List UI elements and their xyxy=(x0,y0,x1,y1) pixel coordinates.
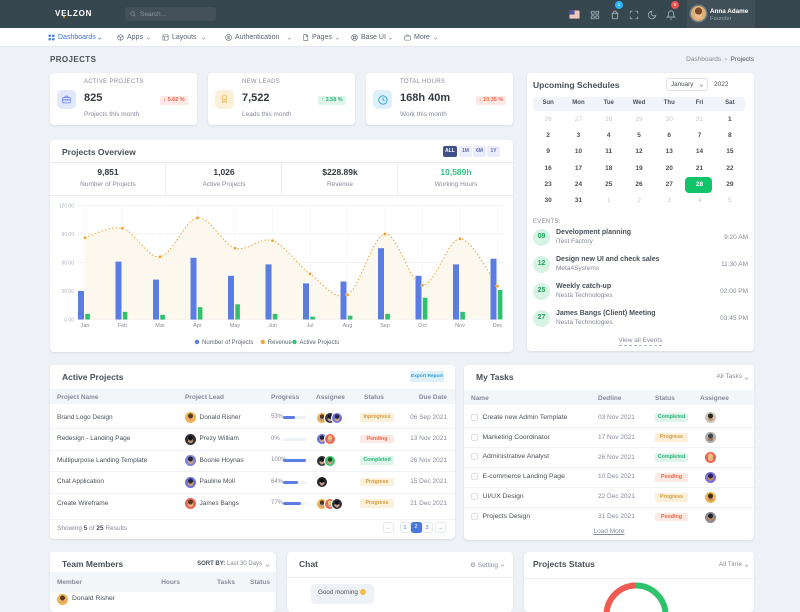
svg-text:60.00: 60.00 xyxy=(61,261,74,267)
svg-text:0.00: 0.00 xyxy=(64,318,74,324)
svg-text:120.00: 120.00 xyxy=(59,204,75,210)
svg-text:Apr: Apr xyxy=(193,323,202,329)
svg-text:Jun: Jun xyxy=(268,323,277,329)
svg-text:May: May xyxy=(230,323,241,329)
svg-text:Dec: Dec xyxy=(493,323,503,329)
svg-text:Revenue: Revenue xyxy=(268,340,293,346)
svg-text:Oct: Oct xyxy=(418,323,427,329)
svg-text:90.00: 90.00 xyxy=(61,232,74,238)
svg-text:Sep: Sep xyxy=(380,323,390,329)
svg-text:Number of Projects: Number of Projects xyxy=(202,340,253,346)
svg-text:Mar: Mar xyxy=(155,323,165,329)
svg-text:Active Projects: Active Projects xyxy=(300,340,340,346)
svg-text:30.00: 30.00 xyxy=(61,289,74,295)
svg-text:Nov: Nov xyxy=(455,323,465,329)
svg-text:Jan: Jan xyxy=(81,323,90,329)
svg-text:Feb: Feb xyxy=(118,323,127,329)
svg-text:Aug: Aug xyxy=(343,323,353,329)
svg-text:Jul: Jul xyxy=(306,323,313,329)
